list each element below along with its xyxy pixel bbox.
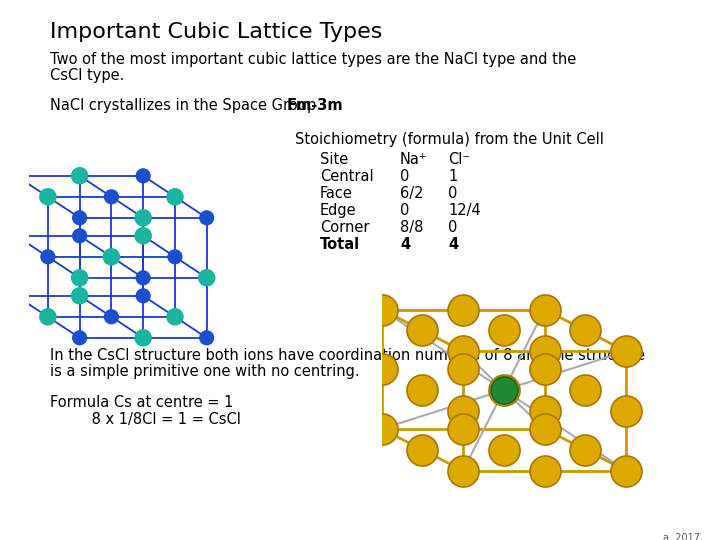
Point — [498, 446, 510, 454]
Point — [138, 273, 149, 282]
Point — [138, 334, 149, 342]
Point — [106, 313, 117, 321]
Point — [138, 232, 149, 240]
Point — [42, 253, 53, 261]
Point — [620, 347, 631, 356]
Text: 6/2: 6/2 — [400, 186, 423, 201]
Point — [74, 334, 86, 342]
Point — [620, 467, 631, 475]
Point — [457, 305, 469, 314]
Point — [457, 347, 469, 356]
Text: Important Cubic Lattice Types: Important Cubic Lattice Types — [50, 22, 382, 42]
Point — [138, 172, 149, 180]
Point — [106, 253, 117, 261]
Point — [201, 334, 212, 342]
Point — [74, 213, 86, 222]
Text: 0: 0 — [400, 203, 410, 218]
Point — [539, 347, 550, 356]
Text: 8 x 1/8Cl = 1 = CsCl: 8 x 1/8Cl = 1 = CsCl — [50, 412, 241, 427]
Point — [42, 313, 53, 321]
Point — [376, 365, 387, 374]
Text: is a simple primitive one with no centring.: is a simple primitive one with no centri… — [50, 364, 359, 379]
Point — [106, 192, 117, 201]
Point — [457, 424, 469, 433]
Text: 4: 4 — [400, 237, 410, 252]
Point — [138, 292, 149, 300]
Point — [498, 386, 510, 394]
Point — [580, 386, 591, 394]
Point — [539, 365, 550, 374]
Point — [580, 446, 591, 454]
Text: Fm-3m: Fm-3m — [287, 98, 343, 113]
Text: Edge: Edge — [320, 203, 356, 218]
Text: NaCl crystallizes in the Space Group: NaCl crystallizes in the Space Group — [50, 98, 321, 113]
Text: Site: Site — [320, 152, 348, 167]
Text: Central: Central — [320, 169, 374, 184]
Text: Face: Face — [320, 186, 353, 201]
Point — [417, 446, 428, 454]
Point — [169, 192, 181, 201]
Point — [498, 386, 510, 394]
Text: 12/4: 12/4 — [448, 203, 481, 218]
Point — [74, 273, 86, 282]
Point — [10, 292, 22, 300]
Point — [539, 467, 550, 475]
Text: 0: 0 — [448, 220, 457, 235]
Point — [42, 192, 53, 201]
Point — [169, 313, 181, 321]
Point — [580, 326, 591, 335]
Text: 1: 1 — [448, 169, 457, 184]
Point — [169, 253, 181, 261]
Text: 0: 0 — [448, 186, 457, 201]
Point — [376, 305, 387, 314]
Point — [457, 365, 469, 374]
Point — [539, 424, 550, 433]
Point — [201, 213, 212, 222]
Point — [539, 305, 550, 314]
Text: Total: Total — [320, 237, 360, 252]
Point — [417, 326, 428, 335]
Point — [138, 213, 149, 222]
Text: CsCl type.: CsCl type. — [50, 68, 125, 83]
Point — [457, 467, 469, 475]
Point — [457, 407, 469, 415]
Point — [539, 407, 550, 415]
Text: Two of the most important cubic lattice types are the NaCl type and the: Two of the most important cubic lattice … — [50, 52, 576, 67]
Point — [74, 172, 86, 180]
Point — [10, 232, 22, 240]
Text: 0: 0 — [400, 169, 410, 184]
Point — [74, 232, 86, 240]
Point — [620, 407, 631, 415]
Point — [10, 172, 22, 180]
Text: Formula Cs at centre = 1: Formula Cs at centre = 1 — [50, 395, 233, 410]
Text: In the CsCl structure both ions have coordination numbers of 8 and the structure: In the CsCl structure both ions have coo… — [50, 348, 645, 363]
Point — [417, 386, 428, 394]
Text: 4: 4 — [448, 237, 458, 252]
Text: Corner: Corner — [320, 220, 369, 235]
Point — [74, 292, 86, 300]
Point — [498, 326, 510, 335]
Text: Cl⁻: Cl⁻ — [448, 152, 470, 167]
Text: 8/8: 8/8 — [400, 220, 423, 235]
Point — [376, 424, 387, 433]
Point — [201, 273, 212, 282]
Text: Na⁺: Na⁺ — [400, 152, 428, 167]
Text: a  2017: a 2017 — [663, 533, 700, 540]
Text: Stoichiometry (formula) from the Unit Cell: Stoichiometry (formula) from the Unit Ce… — [295, 132, 604, 147]
